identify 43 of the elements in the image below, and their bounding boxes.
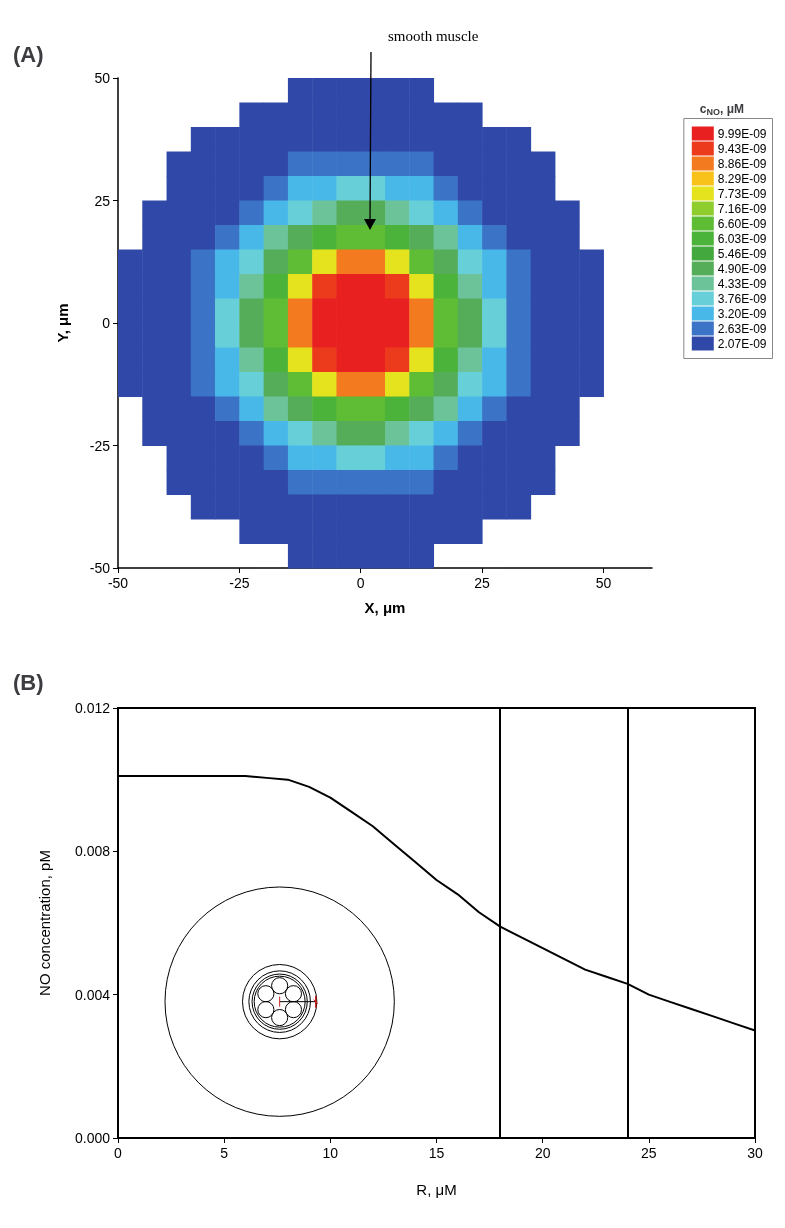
x-tick-label: 15 [428,1145,445,1161]
y-tick-label: 0 [102,315,111,331]
y-tick-label: 0.000 [74,1130,111,1146]
y-tick-label: 0.012 [74,700,111,716]
x-axis-title: X, μm [364,599,406,616]
y-tick-label: 50 [94,70,111,86]
color-bar-label: 7.16E-09 [717,201,767,216]
y-axis-title: Y, μm [54,303,71,343]
color-bar-label: 6.03E-09 [717,231,767,246]
color-bar-label: 2.63E-09 [717,321,767,336]
x-tick-label: 0 [114,1145,123,1161]
color-bar-label: 8.29E-09 [717,171,767,186]
color-bar-label: 9.43E-09 [717,141,767,156]
x-tick-label: 0 [356,575,365,591]
x-tick-label: -50 [107,575,129,591]
x-tick-label: 30 [747,1145,763,1161]
chart-title: (B) [13,669,44,695]
color-bar-label: 3.76E-09 [717,291,767,306]
y-tick-label: 0.004 [74,986,111,1003]
x-tick-label: 5 [220,1145,229,1161]
x-tick-label: -25 [229,575,250,591]
color-bar-label: 3.20E-09 [717,306,767,321]
color-bar-label: 5.46E-09 [717,246,767,261]
x-tick-label: 50 [595,575,612,591]
text: smooth muscle [388,27,479,44]
color-bar-label: 9.99E-09 [717,126,767,141]
x-tick-label: 25 [641,1145,657,1161]
x-axis-title: R, μM [416,1181,457,1198]
y-tick-label: -25 [89,437,111,454]
color-bar-label: 8.86E-09 [717,156,767,171]
color-bar-label: 7.73E-09 [717,186,767,201]
y-axis-title: NO concentration, pM [36,850,53,996]
y-tick-label: 0.008 [74,843,111,860]
color-bar-label: 4.33E-09 [717,276,767,291]
color-bar-label: 4.90E-09 [717,261,767,276]
color-bar-label: 2.07E-09 [717,336,767,351]
y-tick-label: 25 [94,192,111,209]
x-tick-label: 25 [474,575,491,591]
x-tick-label: 20 [534,1145,551,1161]
color-bar-label: 6.60E-09 [717,216,767,231]
chart-title: (A) [13,41,44,67]
y-tick-label: -50 [89,560,111,576]
x-tick-label: 10 [322,1145,339,1161]
